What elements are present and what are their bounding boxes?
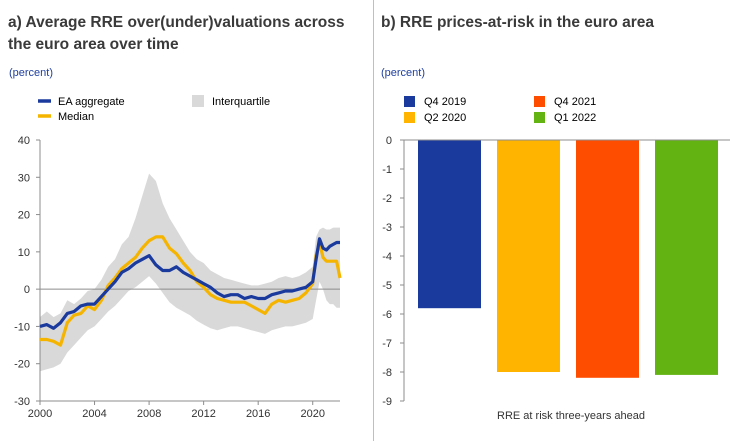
y-tick-label: 0 <box>24 284 30 296</box>
legend-label: EA aggregate <box>58 96 125 108</box>
y-tick-label: 40 <box>18 135 30 147</box>
y-tick-label: -2 <box>382 193 392 205</box>
y-tick-label: -4 <box>382 251 392 263</box>
y-tick-label: -8 <box>382 367 392 379</box>
y-tick-label: -6 <box>382 309 392 321</box>
bar-q2-2020 <box>497 140 560 372</box>
y-tick-label: -9 <box>382 396 392 408</box>
y-tick-label: -3 <box>382 222 392 234</box>
y-tick-label: -7 <box>382 338 392 350</box>
legend-swatch <box>404 112 415 123</box>
bar-q1-2022 <box>655 140 718 375</box>
series-line-ea-aggregate <box>39 237 340 330</box>
y-tick-label: -20 <box>14 359 30 371</box>
x-tick-label: 2016 <box>246 408 270 420</box>
x-tick-label: 2008 <box>137 408 161 420</box>
x-category-label: RRE at risk three-years ahead <box>497 410 645 422</box>
legend-label: Q1 2022 <box>554 112 596 124</box>
y-tick-label: 30 <box>18 172 30 184</box>
legend-swatch <box>534 96 545 107</box>
legend-swatch <box>404 96 415 107</box>
y-tick-label: -10 <box>14 321 30 333</box>
panel-a-unit: (percent) <box>9 67 54 79</box>
y-tick-label: 10 <box>18 247 30 259</box>
legend-label: Q2 2020 <box>424 112 466 124</box>
y-tick-label: -30 <box>14 396 30 408</box>
y-tick-label: -1 <box>382 164 392 176</box>
bar-q4-2019 <box>418 140 481 309</box>
legend-swatch <box>192 95 204 107</box>
panel-b-title: b) RRE prices-at-risk in the euro area <box>381 14 655 31</box>
y-tick-label: 20 <box>18 210 30 222</box>
legend-swatch <box>534 112 545 123</box>
panel-divider <box>373 0 374 441</box>
legend-label: Median <box>58 111 94 123</box>
x-tick-label: 2020 <box>300 408 324 420</box>
x-tick-label: 2000 <box>28 408 52 420</box>
x-tick-label: 2004 <box>82 408 106 420</box>
y-tick-label: 0 <box>386 135 392 147</box>
bar-q4-2021 <box>576 140 639 378</box>
y-tick-label: -5 <box>382 280 392 292</box>
panel-b-unit: (percent) <box>381 67 426 79</box>
legend-label: Interquartile <box>212 96 270 108</box>
panel-a-title-line2: the euro area over time <box>8 36 179 53</box>
panel-a-title-line1: a) Average RRE over(under)valuations acr… <box>8 14 345 31</box>
panel-a-title: a) Average RRE over(under)valuations acr… <box>8 12 345 56</box>
legend-label: Q4 2021 <box>554 96 596 108</box>
x-tick-label: 2012 <box>191 408 215 420</box>
legend-label: Q4 2019 <box>424 96 466 108</box>
